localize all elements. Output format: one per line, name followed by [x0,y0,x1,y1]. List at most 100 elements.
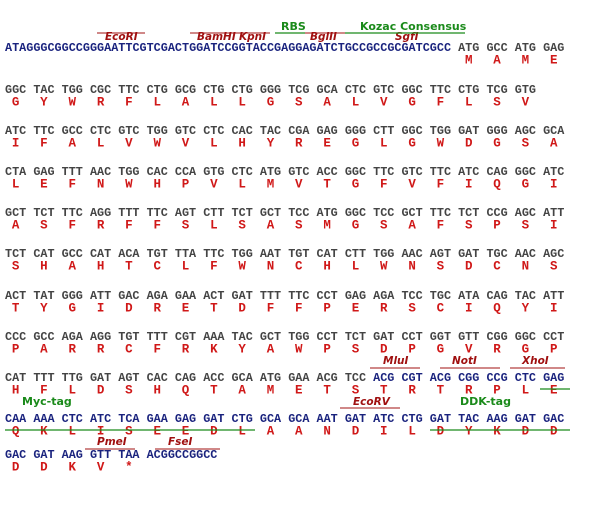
amino-acid: S [125,383,133,397]
codon: GTC [288,165,309,179]
amino-acid: G [522,342,530,356]
codon: GAG [33,165,54,179]
codon: AAA [203,330,225,344]
amino-acid: T [210,301,218,315]
amino-acid: P [323,342,331,356]
codon: AGC [515,206,536,220]
amino-acid: I [550,218,558,232]
amino-acid: L [12,177,20,191]
codon: GAT [458,247,479,261]
amino-acid: L [352,95,360,109]
codon: GAA [147,412,169,426]
amino-acid: L [69,424,77,438]
amino-acid: I [550,301,558,315]
codon: GTT [458,330,479,344]
amino-acid: F [295,301,303,315]
codon: CCG [486,371,507,385]
codon: CAT [5,371,26,385]
amino-acid: R [153,301,161,315]
amino-acid: F [153,218,161,232]
restriction-site: FseI [168,436,193,448]
amino-acid: L [522,383,530,397]
codon: CTC [232,165,253,179]
amino-acid: H [97,259,105,273]
amino-acid: F [153,342,161,356]
codon: GCT [260,330,281,344]
amino-acid: V [97,460,105,474]
codon: AGT [430,247,451,261]
amino-acid: D [40,460,48,474]
amino-acid: M [267,383,275,397]
amino-acid: F [69,177,77,191]
amino-acid: W [437,136,445,150]
amino-acid: R [97,95,105,109]
vector-sequence: ATAGGGCGGCCGGGAATTCGTCGACTGGATCCGGTACCGA… [5,41,451,55]
codon: GAT [458,124,479,138]
amino-acid: S [522,218,530,232]
restriction-site: KpnI [239,31,266,43]
codon: GTG [515,83,536,97]
codon: CTG [458,83,479,97]
amino-acid: H [323,259,331,273]
amino-acid: M [522,53,530,67]
amino-acid: D [550,424,558,438]
codon: GCA [543,124,565,138]
codon: GGC [345,165,366,179]
codon: CGG [486,330,507,344]
codon: GAT [373,330,394,344]
amino-acid: H [153,177,161,191]
amino-acid: T [323,177,331,191]
amino-acid: F [210,259,218,273]
amino-acid: V [125,136,133,150]
codon: TCA [118,412,140,426]
amino-acid: L [380,136,388,150]
codon: TTC [62,206,83,220]
amino-acid: L [153,95,161,109]
amino-acid: S [295,95,303,109]
codon: ATC [458,165,479,179]
codon: TTC [430,206,451,220]
amino-acid: F [125,95,133,109]
codon: GCA [317,83,339,97]
restriction-site: MluI [383,355,409,367]
amino-acid: D [12,460,20,474]
amino-acid: C [437,301,445,315]
codon: GAG [317,124,338,138]
amino-acid: H [238,136,246,150]
codon: GAC [118,289,139,303]
codon: CTC [90,124,111,138]
amino-acid: I [12,136,20,150]
amino-acid: A [12,218,20,232]
codon: TCC [373,206,394,220]
codon: GAG [345,289,366,303]
codon: TTT [118,206,139,220]
amino-acid: E [153,424,161,438]
codon: TTC [118,83,139,97]
amino-acid: R [69,342,77,356]
amino-acid: D [522,424,530,438]
amino-acid: Y [238,342,246,356]
amino-acid: C [125,342,133,356]
codon: CCA [175,165,197,179]
codon: CTT [373,124,394,138]
amino-acid: S [380,218,388,232]
amino-acid: N [267,259,275,273]
amino-acid: N [97,177,105,191]
amino-acid: A [182,95,190,109]
codon: TGG [62,83,83,97]
amino-acid: F [437,218,445,232]
amino-acid: A [295,424,303,438]
amino-acid: G [437,342,445,356]
amino-acid: G [408,136,416,150]
codon: CTC [203,124,224,138]
amino-acid: E [323,136,331,150]
amino-acid: L [182,259,190,273]
amino-acid: P [182,177,190,191]
amino-acid: G [493,136,501,150]
codon: CCG [486,206,507,220]
codon: AAG [62,448,83,462]
codon: ACC [317,165,338,179]
amino-acid: D [352,424,360,438]
amino-acid: H [12,383,20,397]
codon: AGG [90,206,111,220]
